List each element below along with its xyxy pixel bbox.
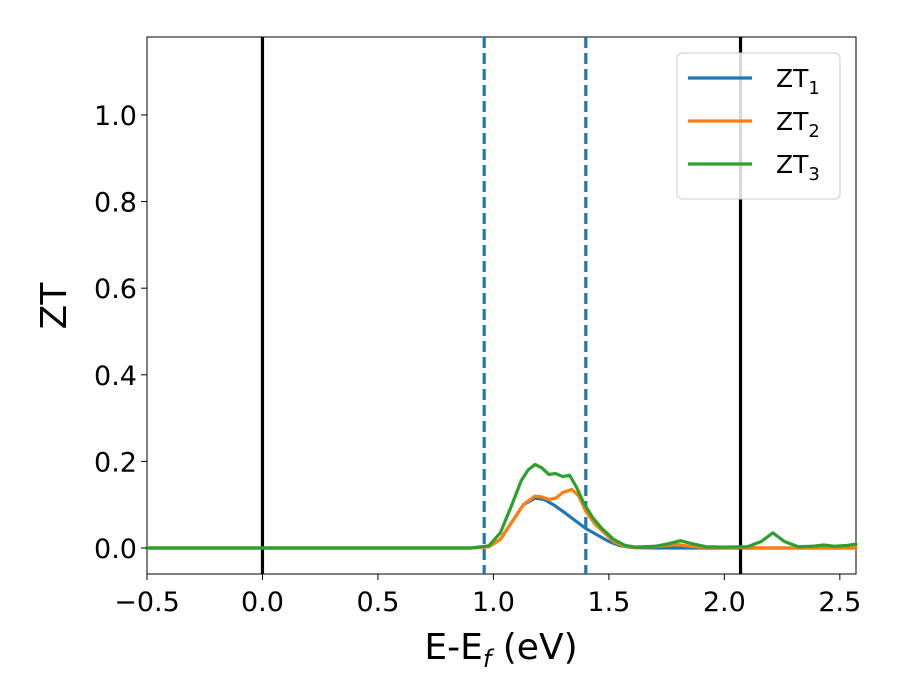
series-line-zt1 <box>145 496 858 550</box>
y-axis-label: ZT <box>34 282 75 330</box>
vertical-reference-lines <box>260 37 743 574</box>
y-tick-label: 0.0 <box>94 534 137 565</box>
x-tick-label: 2.5 <box>818 587 861 618</box>
legend: ZT1 ZT2 ZT3 <box>676 52 841 200</box>
y-tick-label: 0.8 <box>94 188 137 219</box>
plot-frame <box>146 36 857 575</box>
x-tick-label: 1.0 <box>472 587 515 618</box>
y-axis-ticks: 0.0 0.2 0.4 0.6 0.8 1.0 <box>94 101 147 565</box>
x-tick-label: 2.0 <box>703 587 746 618</box>
x-axis-label: E-Ef (eV) <box>424 627 577 673</box>
y-tick-label: 1.0 <box>94 101 137 132</box>
y-tick-label: 0.6 <box>94 274 137 305</box>
legend-label-zt1: ZT1 <box>776 64 820 99</box>
x-tick-label: 0.5 <box>356 587 399 618</box>
x-axis-ticks: −0.5 0.0 0.5 1.0 1.5 2.0 2.5 <box>114 574 861 618</box>
legend-items: ZT1 ZT2 ZT3 <box>688 64 820 185</box>
series-layer <box>145 462 858 550</box>
legend-label-zt3: ZT3 <box>776 150 820 185</box>
y-tick-label: 0.2 <box>94 447 137 478</box>
legend-label-zt2: ZT2 <box>776 107 820 142</box>
y-tick-label: 0.4 <box>94 361 137 392</box>
x-axis-label-unit: (eV) <box>491 627 577 668</box>
x-tick-label: −0.5 <box>114 587 180 618</box>
series-line-zt3 <box>145 462 858 550</box>
series-line-zt2 <box>145 487 858 550</box>
x-tick-label: 1.5 <box>587 587 630 618</box>
x-tick-label: 0.0 <box>241 587 284 618</box>
